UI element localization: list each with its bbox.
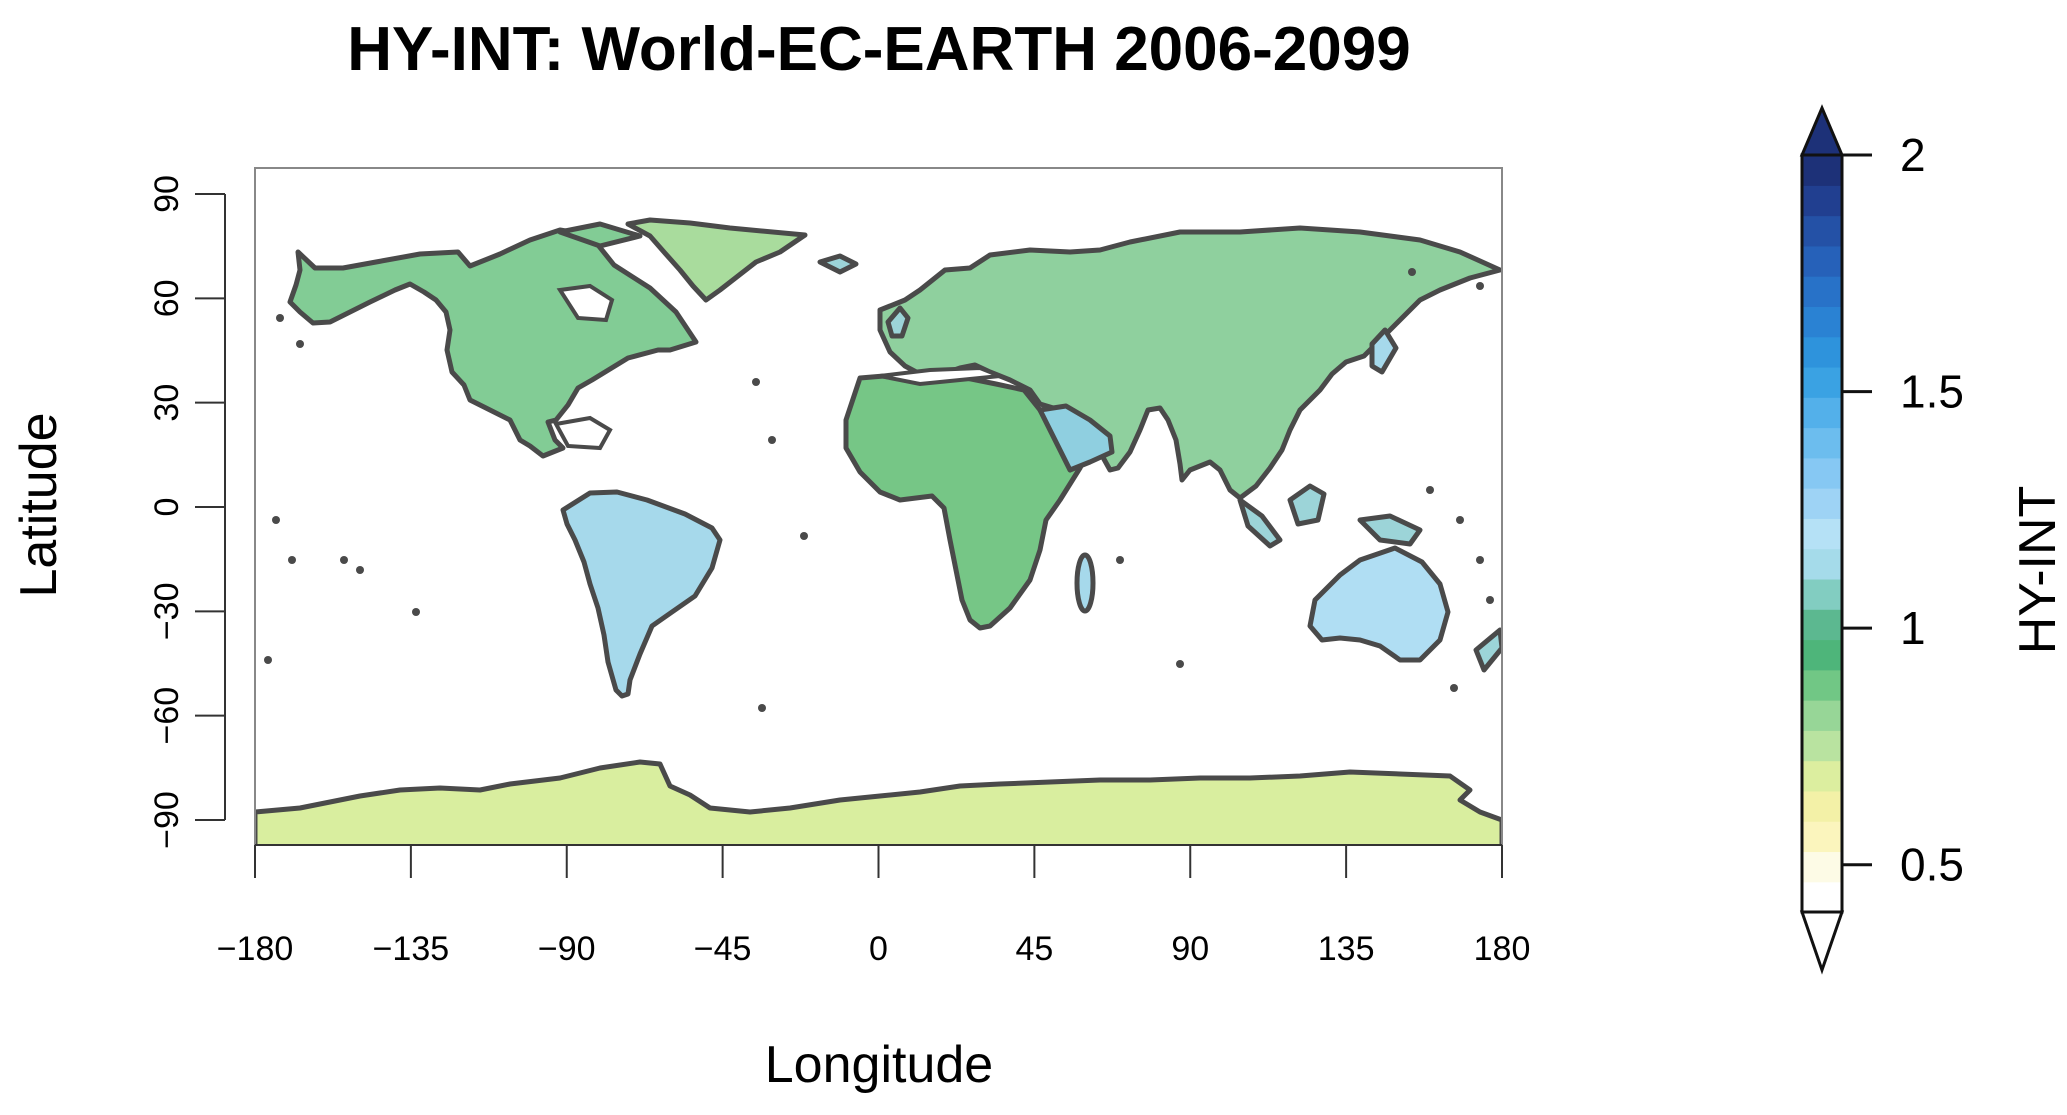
colorbar-tick-label: 1 bbox=[1900, 602, 1926, 654]
arabia bbox=[1037, 403, 1115, 473]
y-ticks: 90 60 30 0 −30 −60 −90 bbox=[148, 175, 225, 849]
x-tick-label: −180 bbox=[217, 930, 294, 968]
new-zealand bbox=[1473, 627, 1502, 673]
colorbar-band bbox=[1802, 518, 1842, 550]
y-tick-label: −30 bbox=[148, 582, 186, 640]
mediterranean bbox=[879, 365, 1001, 387]
colorbar-band bbox=[1802, 427, 1842, 459]
britain bbox=[885, 305, 911, 339]
map-panel bbox=[254, 167, 1503, 846]
x-axis-label: Longitude bbox=[765, 1036, 993, 1094]
colorbar-outline bbox=[1800, 153, 1844, 914]
x-tick-label: −135 bbox=[373, 930, 450, 968]
colorbar-tick-label: 0.5 bbox=[1900, 839, 1964, 891]
x-tick-label: 45 bbox=[1015, 930, 1053, 968]
colorbar-band bbox=[1802, 397, 1842, 429]
colorbar-band bbox=[1802, 488, 1842, 519]
x-tick-label: 90 bbox=[1171, 930, 1209, 968]
island-dots bbox=[264, 268, 1494, 712]
borneo bbox=[1287, 483, 1327, 527]
madagascar bbox=[1074, 552, 1096, 614]
colorbar-band bbox=[1802, 306, 1842, 338]
colorbar-band bbox=[1802, 821, 1842, 853]
colorbar-band bbox=[1802, 760, 1842, 792]
x-ticks: −180 −135 −90 −45 0 45 90 135 180 bbox=[217, 845, 1531, 968]
y-axis-label: Latitude bbox=[10, 412, 68, 597]
colorbar-band bbox=[1802, 336, 1842, 368]
colorbar-label: HY-INT bbox=[2009, 486, 2067, 655]
colorbar-band bbox=[1802, 639, 1842, 671]
arctic-islands bbox=[557, 221, 643, 249]
japan bbox=[1369, 327, 1399, 375]
colorbar-tick-label: 1.5 bbox=[1900, 366, 1964, 418]
y-tick-label: 0 bbox=[148, 498, 186, 517]
x-tick-label: 0 bbox=[869, 930, 888, 968]
greenland bbox=[625, 217, 808, 303]
x-axis: −180 −135 −90 −45 0 45 90 135 180 bbox=[217, 844, 1531, 968]
colorbar-band bbox=[1802, 700, 1842, 731]
chart-title: HY-INT: World-EC-EARTH 2006-2099 bbox=[347, 15, 1410, 84]
gulf-of-mexico bbox=[552, 415, 613, 451]
x-tick-label: −90 bbox=[538, 930, 596, 968]
y-tick-label: 30 bbox=[148, 384, 186, 422]
australia bbox=[1307, 545, 1451, 663]
colorbar-band bbox=[1802, 366, 1842, 398]
x-tick-label: 135 bbox=[1318, 930, 1375, 968]
colorbar-band bbox=[1802, 578, 1842, 610]
colorbar: 2 1.5 1 0.5 HY-INT bbox=[1799, 104, 2067, 975]
colorbar-band bbox=[1802, 245, 1842, 277]
hudson-bay bbox=[556, 283, 615, 323]
colorbar-band bbox=[1802, 881, 1842, 913]
x-tick-label: −45 bbox=[694, 930, 752, 968]
y-tick-label: 90 bbox=[148, 175, 186, 213]
eurasia bbox=[877, 225, 1502, 501]
colorbar-band bbox=[1802, 609, 1842, 641]
colorbar-band bbox=[1802, 155, 1842, 186]
colorbar-band bbox=[1802, 669, 1842, 701]
colorbar-band bbox=[1802, 185, 1842, 217]
africa bbox=[843, 373, 1093, 631]
y-tick-label: −60 bbox=[148, 687, 186, 745]
north-america bbox=[287, 227, 699, 459]
colorbar-band bbox=[1802, 276, 1842, 307]
y-tick-label: −90 bbox=[148, 791, 186, 849]
colorbar-lower-arrow bbox=[1799, 910, 1845, 975]
colorbar-band bbox=[1802, 790, 1842, 822]
colorbar-band bbox=[1802, 548, 1842, 580]
colorbar-tick-label: 2 bbox=[1900, 129, 1926, 181]
y-tick-label: 60 bbox=[148, 279, 186, 317]
colorbar-band bbox=[1802, 851, 1842, 883]
inland-water bbox=[552, 283, 1001, 451]
colorbar-bands bbox=[1802, 155, 1842, 913]
sumatra bbox=[1237, 497, 1283, 549]
south-america bbox=[560, 489, 723, 699]
colorbar-upper-arrow bbox=[1799, 104, 1845, 157]
colorbar-ticks: 2 1.5 1 0.5 bbox=[1842, 129, 1964, 891]
x-tick-label: 180 bbox=[1474, 930, 1531, 968]
map-content bbox=[255, 217, 1502, 845]
iceland bbox=[817, 253, 859, 275]
colorbar-band bbox=[1802, 730, 1842, 762]
colorbar-band bbox=[1802, 215, 1842, 247]
antarctica bbox=[255, 759, 1502, 845]
colorbar-band bbox=[1802, 457, 1842, 489]
y-axis: 90 60 30 0 −30 −60 −90 bbox=[148, 175, 226, 849]
land-masses bbox=[255, 217, 1502, 845]
new-guinea bbox=[1357, 513, 1423, 547]
